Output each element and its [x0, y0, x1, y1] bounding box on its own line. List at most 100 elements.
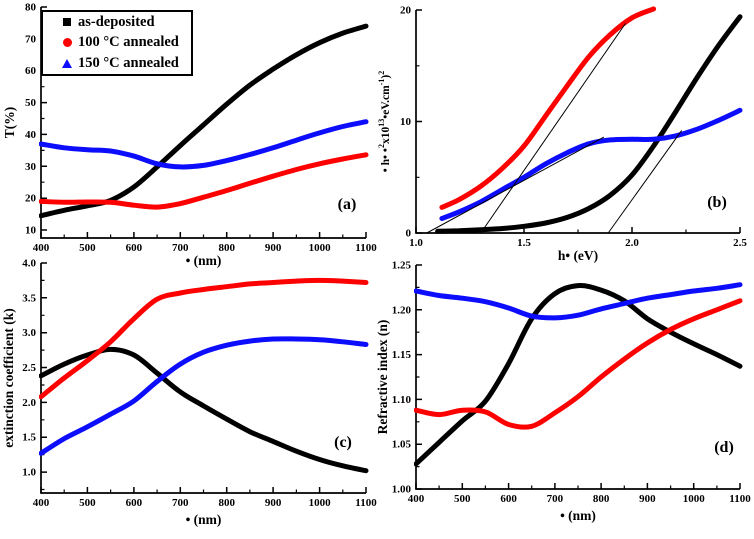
x-tick-label: 800: [218, 242, 235, 254]
x-tick-label: 800: [218, 497, 235, 509]
y-tick-label: 1.25: [392, 260, 412, 272]
y-tick-label: 10: [25, 225, 37, 237]
y-tick-label: 2.0: [22, 397, 36, 409]
series-100C-annealed: [414, 298, 743, 430]
x-tick-label: 1000: [683, 493, 706, 505]
y-tick-label: 1.0: [22, 467, 36, 479]
y-tick-label: 1.5: [22, 432, 36, 444]
circle-marker-icon: [56, 34, 78, 52]
x-tick-label: 800: [593, 493, 610, 505]
tauc-guide-line: [480, 23, 626, 234]
panel-a: 400 500 600 700 800 900 1000 1100 10 20 30 40 50 60 70…: [2, 2, 377, 269]
axis-frame: [415, 10, 740, 234]
x-tick-label: 400: [33, 242, 50, 254]
legend-item-100c-annealed: 100 °C annealed: [43, 33, 191, 53]
x-tick-label: 2.5: [733, 237, 747, 249]
legend-item-150c-annealed: 150 °C annealed: [43, 54, 191, 74]
y-tick-label: 1.15: [392, 349, 412, 361]
y-tick-label: 50: [25, 97, 37, 109]
x-minor-ticks: [63, 234, 344, 238]
x-minor-ticks: [438, 485, 718, 489]
x-tick-label: 1100: [729, 493, 751, 505]
y-tick-label: 1.20: [392, 304, 412, 316]
series-as-deposited: [39, 23, 369, 219]
panel-d: 400 500 600 700 800 900 1000 1100 1.00 1.05 1.10 1.…: [375, 260, 751, 524]
x-tick-label: 500: [79, 242, 96, 254]
panel-letter-d: (d): [714, 439, 734, 456]
panel-letter-a: (a): [338, 196, 357, 213]
x-tick-label: 600: [500, 493, 517, 505]
series-as-deposited: [435, 14, 743, 234]
y-tick-label: 30: [25, 161, 37, 173]
y-axis-label-a: T(%): [2, 107, 17, 139]
series-150C-annealed: [439, 107, 743, 221]
y-minor-ticks: [416, 286, 420, 468]
square-marker-icon: [56, 13, 78, 31]
y-major-ticks: [41, 262, 47, 473]
x-tick-label: 500: [454, 493, 471, 505]
panel-c: 400 500 600 700 800 900 1000 1100 1.0 1.5 2.0 2.5 3.…: [1, 258, 377, 528]
y-tick-label: 1.00: [392, 484, 412, 496]
y-tick-label: 4.0: [22, 258, 36, 270]
y-minor-ticks: [416, 65, 420, 178]
x-axis-label-d: • (nm): [560, 508, 596, 523]
legend-item-label: 150 °C annealed: [78, 55, 179, 72]
series-100C-annealed: [439, 6, 657, 210]
y-axis-label-c: extinction coefficient (k): [1, 308, 16, 447]
y-tick-label: 10: [400, 116, 412, 128]
y-tick-label: 40: [25, 129, 37, 141]
y-major-ticks: [416, 9, 422, 234]
legend: as-deposited 100 °C annealed 150 °C anne…: [41, 10, 193, 76]
y-tick-label: 1.05: [392, 439, 412, 451]
y-tick-label: 80: [25, 2, 37, 14]
series-150C-annealed: [414, 282, 743, 321]
y-tick-label: 20: [25, 193, 37, 205]
x-tick-label: 600: [126, 497, 143, 509]
x-major-ticks: [415, 483, 741, 489]
legend-item-as-deposited: as-deposited: [43, 12, 191, 32]
series-as-deposited: [414, 283, 743, 467]
x-tick-label: 600: [126, 242, 143, 254]
x-tick-label: 1000: [309, 242, 332, 254]
panel-letter-b: (b): [707, 194, 727, 211]
x-tick-label: 400: [33, 497, 50, 509]
x-tick-label: 900: [639, 493, 656, 505]
tauc-guide-line: [426, 136, 605, 234]
y-tick-label: 20: [400, 5, 412, 17]
series-as-deposited: [39, 346, 369, 474]
x-tick-label: 900: [265, 497, 282, 509]
y-tick-label: 2.5: [22, 362, 36, 374]
x-tick-label: 400: [408, 493, 425, 505]
x-tick-label: 700: [547, 493, 564, 505]
x-axis-label-b: h• (eV): [558, 248, 598, 263]
panel-b: 1.0 1.5 2.0 2.5 0 10 20 h• (eV) • h• •2x1013•eV.…: [377, 5, 747, 264]
x-tick-label: 1000: [309, 497, 332, 509]
x-tick-label: 700: [172, 497, 189, 509]
x-axis-label-a: • (nm): [186, 253, 222, 268]
y-major-ticks: [416, 264, 422, 490]
series-150C-annealed: [39, 119, 369, 170]
tauc-guide-line: [607, 130, 683, 234]
x-tick-label: 1100: [355, 497, 377, 509]
legend-item-label: as-deposited: [78, 13, 155, 30]
triangle-marker-icon: [56, 55, 78, 73]
y-tick-label: 0: [406, 228, 412, 240]
y-tick-label: 3.0: [22, 327, 36, 339]
x-tick-label: 700: [172, 242, 189, 254]
y-tick-label: 60: [25, 65, 37, 77]
y-tick-label: 70: [25, 33, 37, 45]
panel-letter-c: (c): [334, 434, 352, 451]
y-axis-label-b: • h• •2x1013•eV.cm-1)2: [377, 71, 392, 173]
legend-item-label: 100 °C annealed: [78, 34, 179, 51]
x-major-ticks: [415, 227, 741, 233]
y-tick-label: 3.5: [22, 292, 36, 304]
x-tick-label: 500: [79, 497, 96, 509]
x-tick-label: 1.5: [517, 237, 531, 249]
x-minor-ticks: [63, 489, 344, 493]
x-major-ticks: [40, 232, 367, 238]
x-tick-label: 2.0: [625, 237, 639, 249]
x-tick-label: 1100: [355, 242, 377, 254]
series-100C-annealed: [39, 152, 369, 210]
